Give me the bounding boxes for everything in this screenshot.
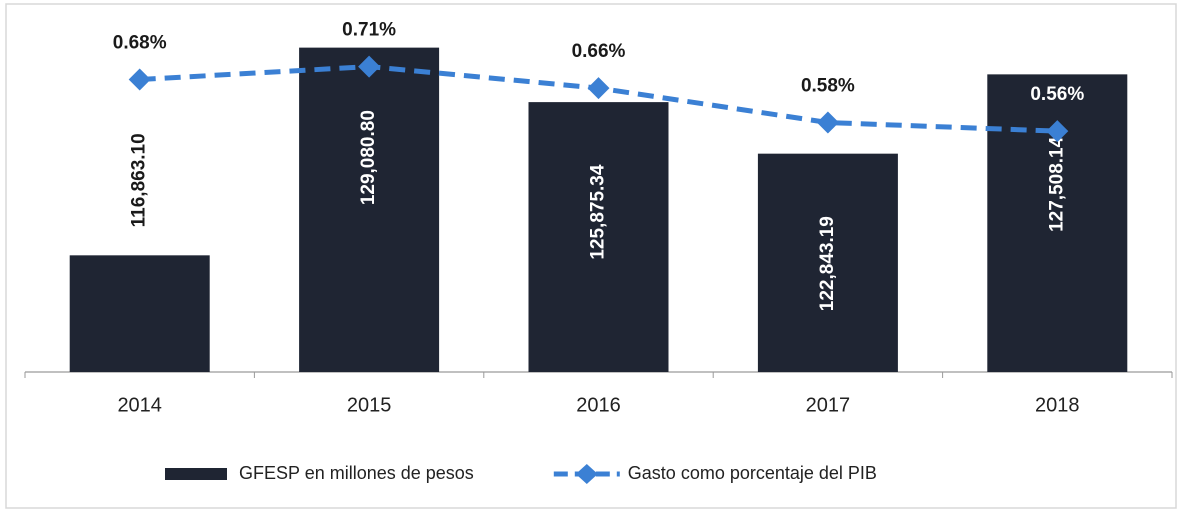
- line-marker: [587, 77, 610, 100]
- bar-value-label: 122,843.19: [817, 216, 838, 311]
- line-value-label: 0.56%: [1030, 84, 1084, 105]
- legend-swatch: [165, 468, 227, 480]
- legend-label: Gasto como porcentaje del PIB: [628, 463, 877, 483]
- x-tick-label: 2015: [347, 394, 392, 416]
- bar: [69, 255, 210, 372]
- line-marker: [816, 111, 839, 134]
- bar-value-label: 116,863.10: [129, 133, 150, 227]
- bar: [528, 102, 669, 373]
- line-value-label: 0.66%: [572, 41, 626, 62]
- x-tick-label: 2017: [806, 394, 851, 416]
- line-value-label: 0.58%: [801, 76, 855, 97]
- x-tick-label: 2016: [576, 394, 621, 416]
- line-marker: [128, 68, 151, 91]
- bar: [757, 153, 898, 372]
- line-marker: [1046, 120, 1069, 143]
- x-tick-label: 2014: [117, 394, 162, 416]
- line-value-label: 0.68%: [113, 33, 167, 54]
- line-value-label: 0.71%: [342, 20, 396, 41]
- legend-marker: [575, 464, 598, 484]
- line-marker: [358, 55, 381, 78]
- x-tick-label: 2018: [1035, 394, 1080, 416]
- legend-label: GFESP en millones de pesos: [239, 463, 474, 483]
- bar-value-label: 129,080.80: [358, 110, 379, 205]
- bar: [299, 47, 440, 372]
- bar-value-label: 127,508.14: [1046, 136, 1067, 232]
- bar-value-label: 125,875.34: [588, 164, 609, 260]
